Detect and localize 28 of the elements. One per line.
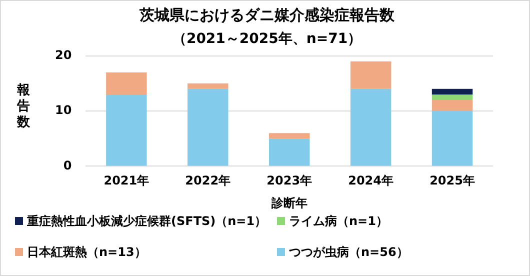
y-tick-label: 20 (54, 48, 72, 62)
bar (432, 94, 473, 100)
x-tick-label: 2023年 (266, 174, 312, 188)
x-tick-label: 2022年 (185, 174, 231, 188)
bar (188, 83, 228, 89)
bar (106, 94, 147, 166)
x-axis-title: 診断年 (270, 196, 308, 210)
y-tick-label: 0 (63, 158, 72, 172)
legend-label: ライム病（n=1） (288, 213, 389, 230)
bar (432, 111, 473, 166)
legend-label: 日本紅斑熱（n=13） (26, 244, 148, 261)
x-tick-label: 2024年 (348, 174, 394, 188)
bar (432, 100, 473, 111)
bar (350, 88, 392, 166)
chart-subtitle: （2021～2025年、n=71） (172, 31, 362, 48)
bar (268, 138, 310, 166)
bar (432, 88, 473, 94)
x-tick-label: 2025年 (430, 174, 475, 188)
legend-label: つつが虫病（n=56） (288, 244, 410, 261)
y-axis-title: 報告数 (17, 83, 31, 131)
bar (106, 72, 147, 94)
bar (350, 61, 392, 89)
bar (268, 133, 310, 139)
legend-label: 重症熱性血小板減少症候群(SFTS)（n=1） (26, 213, 268, 230)
chart-title: 茨城県におけるダニ媒介感染症報告数 (138, 6, 396, 24)
x-tick-label: 2021年 (104, 174, 150, 188)
bar (188, 88, 228, 166)
y-tick-label: 10 (54, 103, 72, 118)
